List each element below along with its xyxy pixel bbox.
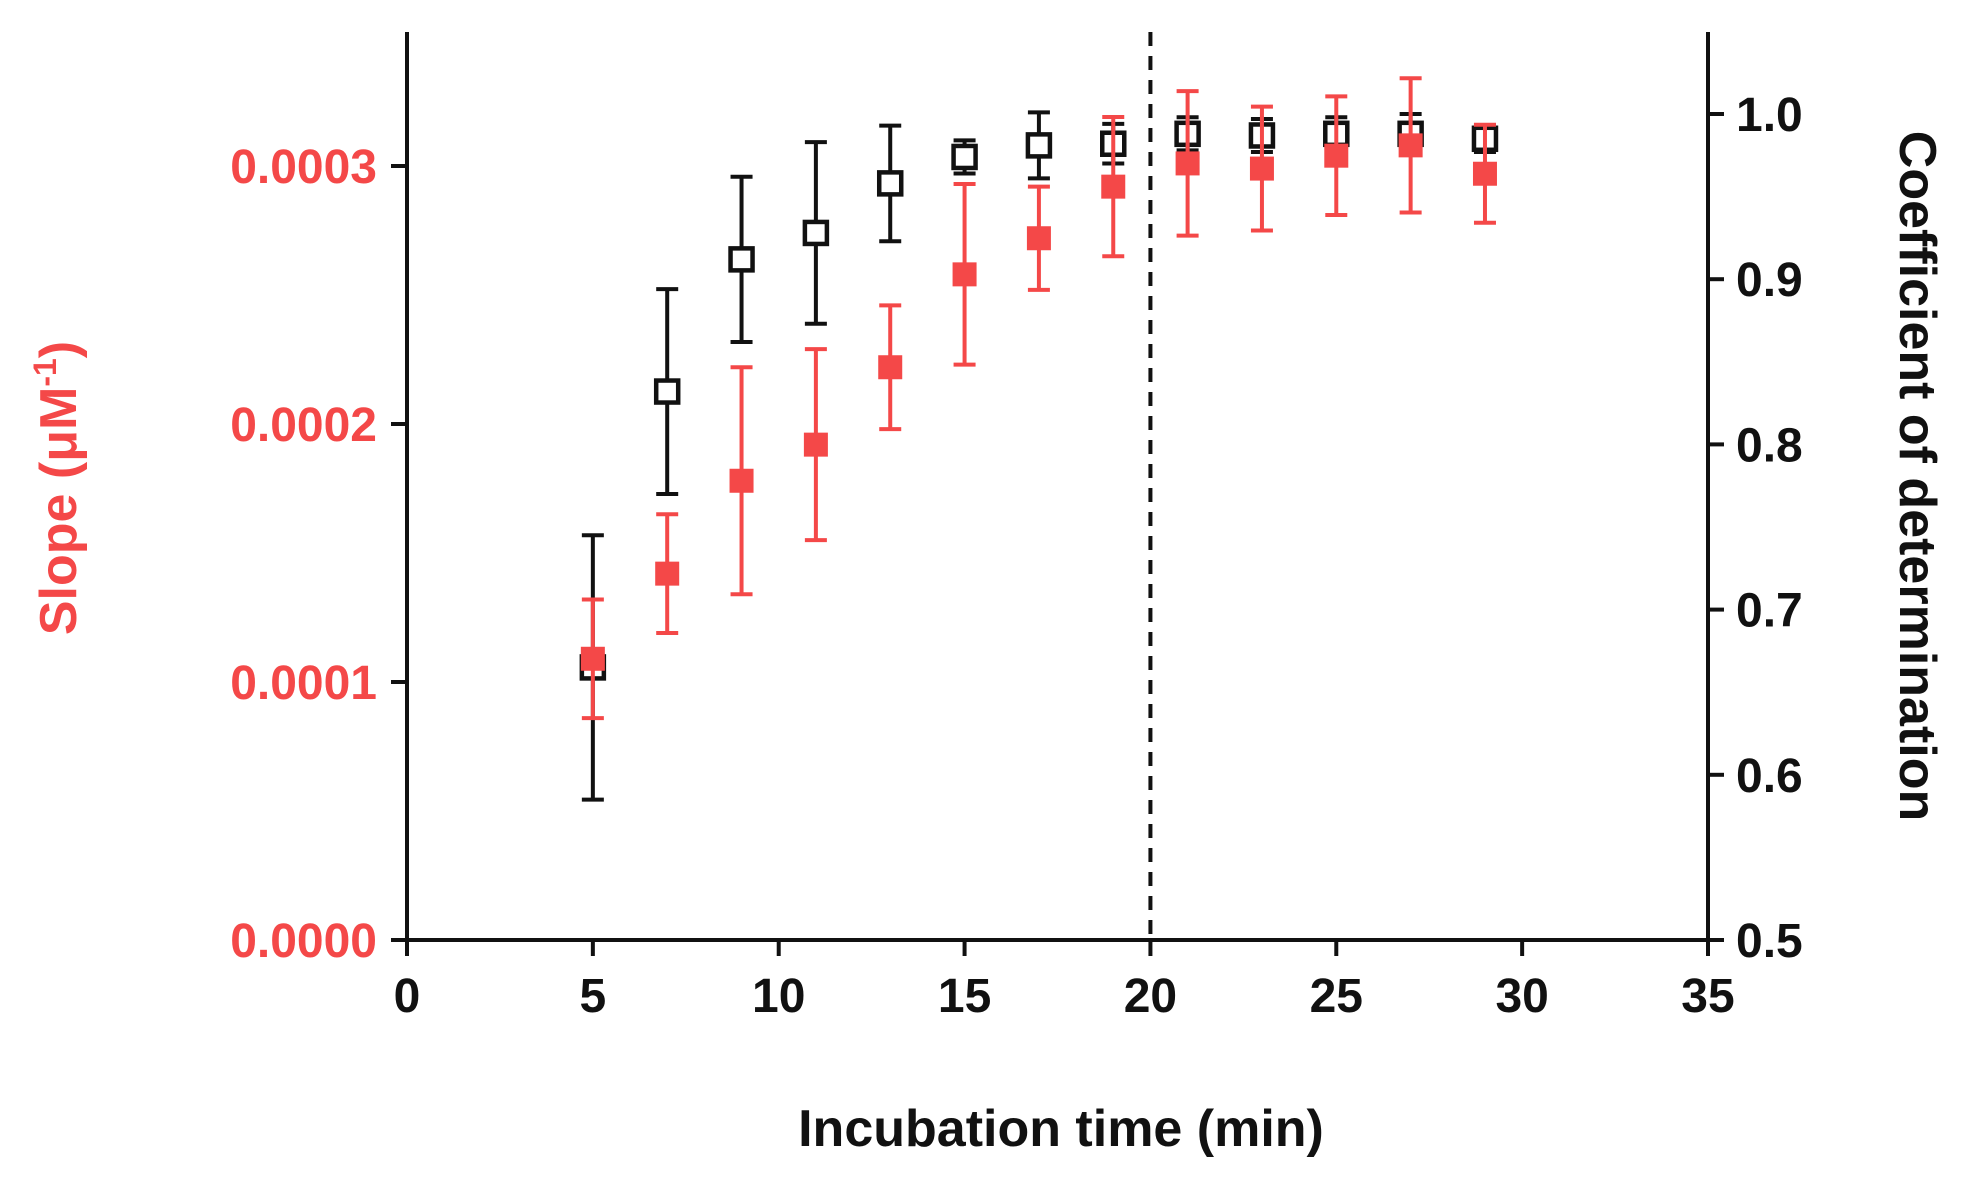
r2-point (951, 143, 978, 171)
right-y-tick-label: 0.8 (1736, 419, 1803, 472)
slope-point (1324, 143, 1349, 168)
x-tick-label: 5 (580, 970, 607, 1023)
right-y-tick-label: 0.6 (1736, 750, 1803, 803)
x-tick-label: 20 (1124, 970, 1177, 1023)
right-y-tick-label: 1.0 (1736, 89, 1803, 142)
r2-point (876, 170, 904, 197)
left-y-axis-title: Slope (μM-1) (27, 341, 88, 635)
slope-point (580, 646, 605, 671)
x-axis-title: Incubation time (min) (798, 1100, 1324, 1158)
slope-point (1249, 156, 1274, 181)
slope-point (1398, 133, 1423, 158)
r2-point (802, 219, 830, 247)
left-y-axis-title-unit: μM (30, 387, 88, 462)
left-y-axis-title-suffix: ) (30, 341, 88, 358)
slope-point (878, 355, 903, 380)
right-y-tick-label: 0.7 (1736, 585, 1803, 638)
x-tick-label: 30 (1495, 970, 1548, 1023)
slope-point (952, 262, 977, 287)
slope-point (803, 432, 828, 457)
left-y-axis-title-prefix: Slope ( (30, 461, 88, 635)
left-y-tick-label: 0.0001 (230, 657, 377, 710)
slope-point (729, 468, 754, 493)
left-y-tick-label: 0.0002 (230, 399, 377, 452)
right-y-tick-label: 0.9 (1736, 254, 1803, 307)
x-tick-label: 35 (1681, 970, 1734, 1023)
r2-point (1025, 132, 1053, 159)
r2-point (728, 246, 755, 273)
r2-point (653, 378, 681, 405)
right-y-axis-title: Coefficient of determination (1888, 131, 1946, 821)
slope-point (1175, 151, 1200, 176)
slope-point (655, 561, 680, 586)
x-tick-label: 15 (938, 970, 991, 1023)
left-y-tick-label: 0.0000 (230, 915, 377, 968)
x-tick-label: 0 (394, 970, 421, 1023)
x-tick-label: 10 (752, 970, 805, 1023)
slope-point (1101, 174, 1126, 199)
right-y-tick-label: 0.5 (1736, 915, 1803, 968)
left-y-axis-title-superscript: -1 (27, 358, 63, 386)
left-y-tick-label: 0.0003 (230, 141, 377, 194)
slope-point (1026, 226, 1051, 251)
x-tick-label: 25 (1310, 970, 1363, 1023)
slope-point (1472, 161, 1497, 186)
